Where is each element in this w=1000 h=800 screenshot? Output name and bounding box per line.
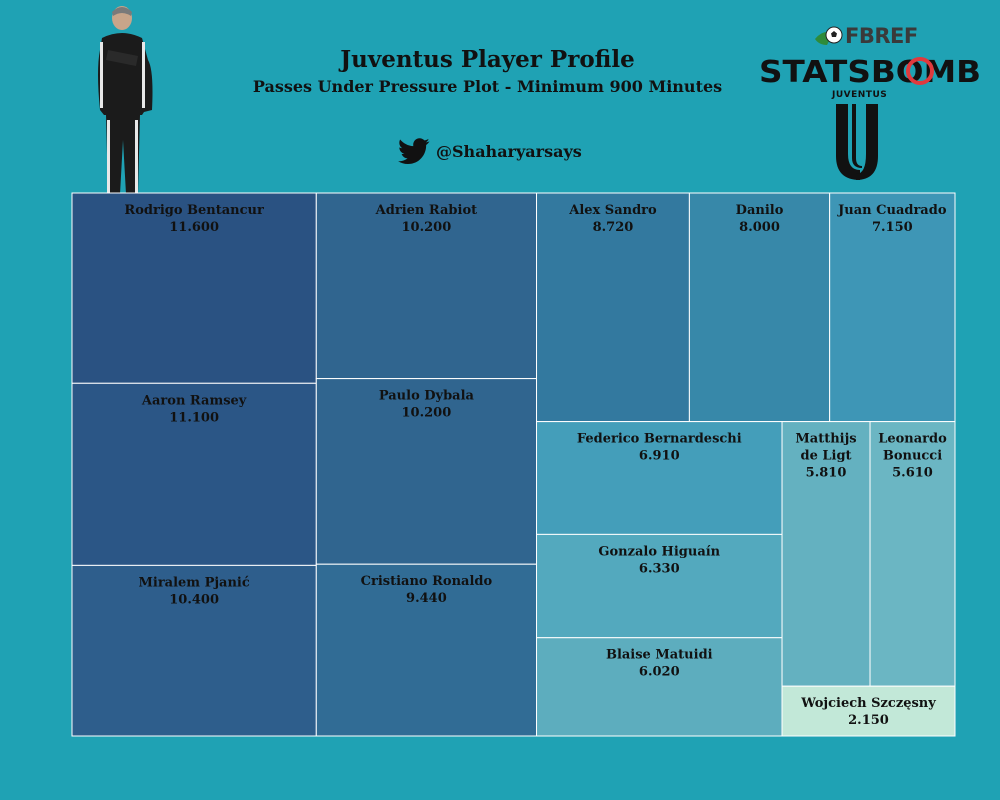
- juventus-logo-icon: [836, 104, 878, 180]
- treemap-cell-rodrigo-bentancur: Rodrigo Bentancur 11.600: [71, 192, 317, 384]
- player-name-label: Blaise Matuidi: [606, 648, 713, 663]
- player-value-label: 6.330: [639, 561, 680, 576]
- fbref-wordmark: FBREF: [845, 24, 918, 48]
- player-name-label: Cristiano Ronaldo: [361, 574, 493, 589]
- player-value-label: 10.400: [169, 592, 219, 607]
- player-name-label: Paulo Dybala: [379, 389, 475, 404]
- treemap-cell-paulo-dybala: Paulo Dybala 10.200: [315, 378, 538, 565]
- twitter-credit: @Shaharyarsays: [398, 138, 582, 165]
- treemap-rect: [536, 637, 783, 737]
- treemap-cell-leonardo-bonucci: Leonardo Bonucci 5.610: [869, 421, 956, 687]
- manager-figure: [98, 6, 153, 194]
- treemap-rect: [829, 192, 956, 423]
- treemap-cell-cristiano-ronaldo: Cristiano Ronaldo 9.440: [315, 563, 538, 737]
- player-name-label: Aaron Ramsey: [141, 393, 247, 408]
- chart-subtitle: Passes Under Pressure Plot - Minimum 900…: [252, 77, 723, 96]
- statsbomb-wordmark: STATSBOMB: [759, 55, 981, 88]
- treemap-rect: [688, 192, 831, 423]
- chart-title: Juventus Player Profile: [340, 46, 635, 73]
- treemap-rect: [71, 192, 317, 384]
- treemap-cell-juan-cuadrado: Juan Cuadrado 7.150: [829, 192, 956, 423]
- treemap-cell-blaise-matuidi: Blaise Matuidi 6.020: [536, 637, 783, 737]
- player-value-label: 8.000: [739, 220, 780, 235]
- player-name-label: de Ligt: [800, 449, 851, 464]
- treemap-rect: [315, 563, 538, 737]
- player-name-label: Bonucci: [883, 449, 942, 464]
- player-value-label: 7.150: [872, 220, 913, 235]
- treemap-rect: [536, 421, 783, 535]
- player-value-label: 11.600: [169, 220, 219, 235]
- player-value-label: 9.440: [406, 591, 447, 606]
- fbref-logo: FBREF: [815, 24, 918, 48]
- player-name-label: Leonardo: [878, 432, 947, 447]
- player-name-label: Matthijs: [795, 432, 856, 447]
- player-value-label: 5.610: [892, 466, 933, 481]
- player-name-label: Rodrigo Bentancur: [124, 203, 264, 218]
- treemap-cell-matthijs-de-ligt: Matthijs de Ligt 5.810: [781, 421, 871, 687]
- player-name-label: Gonzalo Higuaín: [598, 544, 720, 559]
- treemap-cell-miralem-pjanic: Miralem Pjanić 10.400: [71, 564, 317, 737]
- player-value-label: 5.810: [806, 466, 847, 481]
- player-value-label: 10.200: [402, 406, 452, 421]
- player-name-label: Alex Sandro: [568, 203, 657, 218]
- player-name-label: Adrien Rabiot: [375, 203, 477, 218]
- treemap-cell-danilo: Danilo 8.000: [688, 192, 831, 423]
- soccer-ball-icon: [815, 26, 843, 45]
- player-name-label: Federico Bernardeschi: [577, 432, 742, 447]
- player-value-label: 11.100: [169, 410, 219, 425]
- treemap-rect: [71, 382, 317, 566]
- player-value-label: 6.910: [639, 449, 680, 464]
- player-value-label: 6.020: [639, 665, 680, 680]
- player-value-label: 8.720: [593, 220, 634, 235]
- juventus-wordmark: JUVENTUS: [832, 90, 888, 100]
- statsbomb-ball-icon: [906, 57, 934, 85]
- treemap-cell-wojciech-szczesny: Wojciech Szczęsny 2.150: [781, 685, 956, 737]
- treemap-cell-federico-bernardeschi: Federico Bernardeschi 6.910: [536, 421, 783, 535]
- treemap-rect: [315, 192, 538, 380]
- treemap-cell-adrien-rabiot: Adrien Rabiot 10.200: [315, 192, 538, 380]
- treemap-rect: [869, 421, 956, 687]
- treemap-rect: [536, 533, 783, 639]
- treemap-rect: [536, 192, 690, 423]
- twitter-handle: @Shaharyarsays: [436, 142, 582, 161]
- twitter-bird-icon: [398, 138, 430, 165]
- player-value-label: 2.150: [848, 713, 889, 728]
- treemap-rect: [781, 685, 956, 737]
- treemap-rect: [781, 421, 871, 687]
- treemap-cell-aaron-ramsey: Aaron Ramsey 11.100: [71, 382, 317, 566]
- player-name-label: Danilo: [736, 203, 784, 218]
- player-value-label: 10.200: [402, 220, 452, 235]
- player-name-label: Juan Cuadrado: [837, 203, 947, 218]
- treemap-rect: [71, 564, 317, 737]
- treemap-cell-gonzalo-higuain: Gonzalo Higuaín 6.330: [536, 533, 783, 639]
- statsbomb-logo: STATSBOMB: [759, 55, 981, 88]
- player-name-label: Wojciech Szczęsny: [800, 696, 936, 711]
- player-name-label: Miralem Pjanić: [138, 575, 249, 590]
- treemap-cell-alex-sandro: Alex Sandro 8.720: [536, 192, 690, 423]
